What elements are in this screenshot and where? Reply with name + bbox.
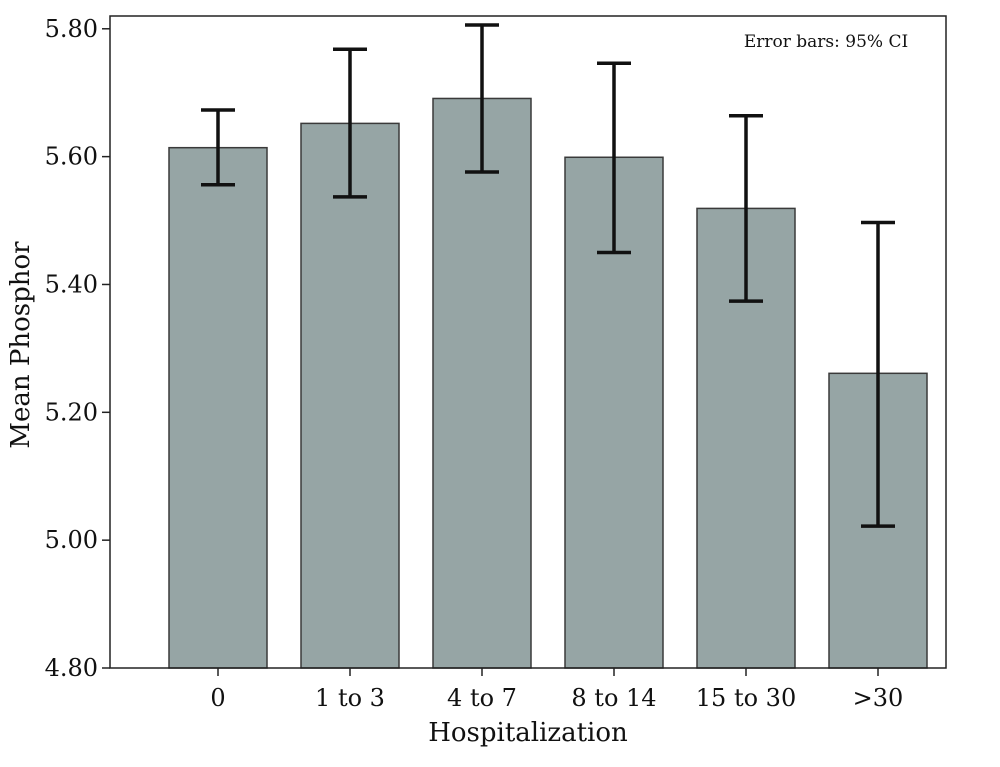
error-bar-4 xyxy=(729,113,763,303)
y-axis: 4.80 5.00 5.20 5.40 5.60 5.80 xyxy=(45,15,110,682)
x-axis-title: Hospitalization xyxy=(428,718,628,748)
x-tick-label: 4 to 7 xyxy=(447,684,517,712)
y-tick-label: 5.60 xyxy=(45,143,98,171)
error-bar-2 xyxy=(465,23,499,174)
bar-2 xyxy=(432,97,532,669)
y-tick-label: 5.40 xyxy=(45,270,98,298)
y-axis-title: Mean Phosphor xyxy=(6,241,36,449)
x-tick-label: 0 xyxy=(210,684,225,712)
error-bar-3 xyxy=(597,61,631,255)
plot-frame xyxy=(109,15,947,669)
annotation-error-bars: Error bars: 95% CI xyxy=(744,32,908,52)
bars-layer xyxy=(168,97,928,669)
error-bar-5 xyxy=(861,220,895,528)
bar-0 xyxy=(168,146,268,669)
y-tick-label: 5.00 xyxy=(45,526,98,554)
y-tick-label: 4.80 xyxy=(45,654,98,682)
error-bars-layer xyxy=(201,23,895,528)
error-bar-0 xyxy=(201,108,235,187)
x-tick-label: 8 to 14 xyxy=(571,684,656,712)
x-axis: 0 1 to 3 4 to 7 8 to 14 15 to 30 >30 xyxy=(210,668,903,712)
x-tick-label: >30 xyxy=(853,684,904,712)
error-bar-1 xyxy=(333,47,367,199)
y-tick-label: 5.80 xyxy=(45,15,98,43)
x-tick-label: 1 to 3 xyxy=(315,684,385,712)
bar-1 xyxy=(300,122,400,669)
x-tick-label: 15 to 30 xyxy=(696,684,796,712)
y-tick-label: 5.20 xyxy=(45,398,98,426)
